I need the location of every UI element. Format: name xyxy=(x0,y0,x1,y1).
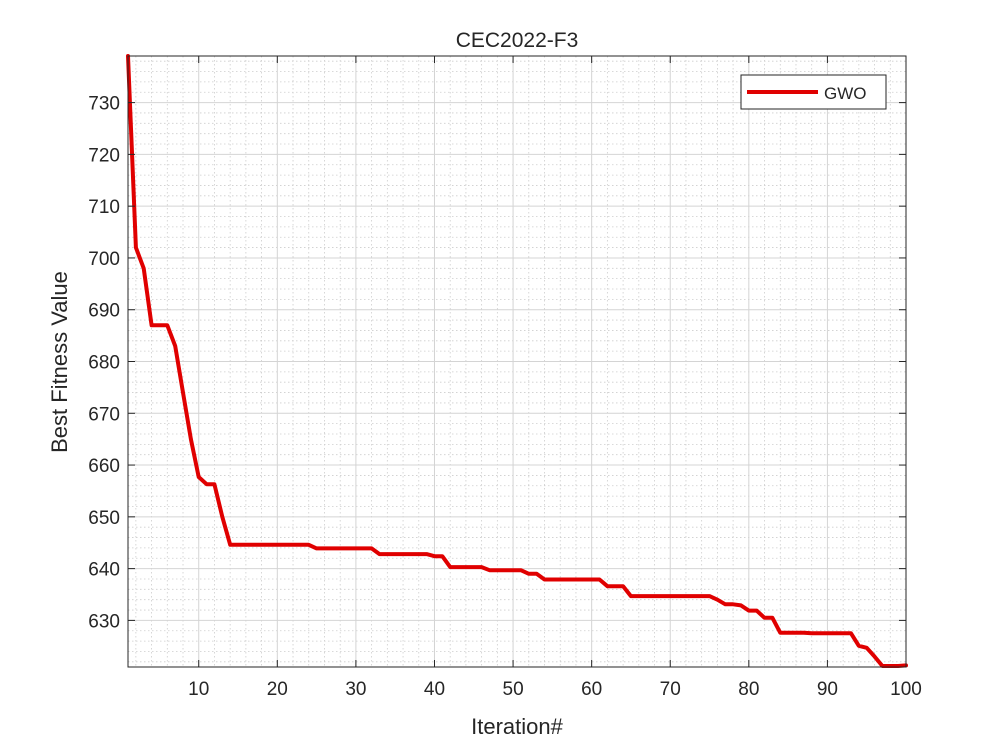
x-tick-label: 10 xyxy=(188,679,209,700)
x-tick-label: 30 xyxy=(345,679,366,700)
legend-label-gwo: GWO xyxy=(824,84,867,103)
x-tick-labels: 10 20 30 40 50 60 70 80 90 100 xyxy=(188,679,922,700)
y-tick-label: 710 xyxy=(88,197,120,218)
y-tick-label: 660 xyxy=(88,456,120,477)
x-tick-label: 70 xyxy=(660,679,681,700)
x-tick-label: 50 xyxy=(503,679,524,700)
x-tick-label: 90 xyxy=(817,679,838,700)
y-tick-label: 730 xyxy=(88,94,120,115)
x-tick-label: 60 xyxy=(581,679,602,700)
y-tick-label: 680 xyxy=(88,353,120,374)
x-tick-label: 80 xyxy=(738,679,759,700)
y-tick-label: 690 xyxy=(88,301,120,322)
series-line-gwo xyxy=(126,54,908,668)
y-tick-label: 700 xyxy=(88,249,120,270)
y-tick-label: 650 xyxy=(88,508,120,529)
chart-title: CEC2022-F3 xyxy=(456,29,579,52)
y-tick-label: 640 xyxy=(88,560,120,581)
series-layer xyxy=(126,54,908,668)
y-tick-label: 630 xyxy=(88,611,120,632)
legend: GWO xyxy=(740,74,887,110)
y-tick-label: 670 xyxy=(88,404,120,425)
y-axis-label: Best Fitness Value xyxy=(47,271,72,453)
y-tick-labels: 630 640 650 660 670 680 690 700 710 720 730 xyxy=(88,94,120,633)
x-tick-label: 20 xyxy=(267,679,288,700)
x-tick-label: 40 xyxy=(424,679,445,700)
x-axis-label: Iteration# xyxy=(471,714,563,739)
x-tick-label: 100 xyxy=(890,679,922,700)
y-tick-label: 720 xyxy=(88,145,120,166)
tick-marks xyxy=(128,56,907,667)
